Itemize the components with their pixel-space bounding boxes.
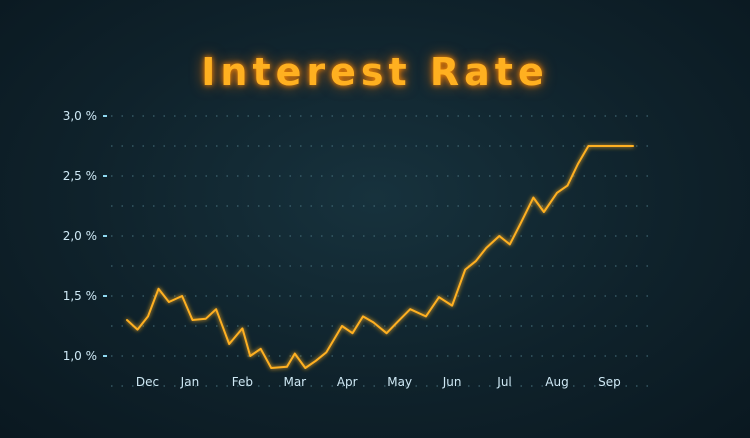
data-point [293, 352, 296, 355]
data-point [147, 315, 149, 318]
data-point [600, 145, 603, 147]
data-point [451, 304, 453, 307]
data-point [270, 367, 272, 369]
x-tick-label: Mar [283, 375, 306, 389]
y-tick-label: 1,5 % [63, 289, 97, 303]
chart-title: Interest Rate [201, 50, 549, 94]
x-tick-label: Apr [337, 375, 358, 389]
data-point [396, 321, 398, 324]
x-tick-label: Aug [545, 375, 568, 389]
data-point [577, 163, 579, 165]
y-tick-label: 2,5 % [63, 169, 97, 183]
data-point [341, 325, 343, 327]
y-tick-labels: 3,0 % 2,5 % 2,0 % 1,5 % 1,0 % [63, 109, 97, 363]
data-point [498, 235, 501, 237]
data-point [608, 145, 611, 147]
y-tick-label: 3,0 % [63, 109, 97, 123]
data-point [181, 295, 183, 297]
data-point [126, 319, 128, 321]
data-point [362, 315, 364, 318]
data-point [215, 308, 217, 311]
data-point [619, 145, 621, 147]
data-point [587, 145, 590, 147]
data-point [314, 360, 317, 362]
data-point [351, 332, 354, 335]
y-tick-label: 2,0 % [63, 229, 97, 243]
series-line [126, 145, 634, 369]
data-point [409, 308, 411, 311]
x-tick-label: Sep [598, 375, 621, 389]
data-point [191, 319, 194, 321]
data-point [438, 296, 440, 299]
data-point [204, 318, 207, 320]
y-tick-label: 1,0 % [63, 349, 97, 363]
x-tick-label: Jun [442, 375, 462, 389]
data-point [286, 366, 288, 368]
data-point [385, 332, 388, 335]
data-point [485, 247, 487, 249]
data-point [556, 192, 558, 194]
data-point [464, 268, 467, 271]
data-point [168, 301, 170, 303]
data-point [508, 243, 511, 246]
data-point [136, 328, 139, 331]
data-point [474, 260, 477, 263]
data-point [241, 327, 244, 330]
x-tick-label: Feb [232, 375, 253, 389]
data-point [425, 315, 427, 318]
data-point [532, 196, 535, 199]
axes [103, 100, 655, 369]
data-point [519, 223, 522, 225]
data-point [372, 321, 375, 324]
data-point [304, 367, 307, 369]
data-point [157, 288, 160, 290]
data-point [543, 211, 545, 213]
series-layer [126, 145, 634, 369]
grid-lines [111, 115, 655, 387]
x-tick-label: Dec [136, 375, 159, 389]
x-tick-label: May [387, 375, 412, 389]
data-point [632, 145, 634, 147]
data-point [249, 355, 252, 357]
x-tick-labels: Dec Jan Feb Mar Apr May Jun Jul Aug Sep [136, 375, 621, 389]
x-tick-label: Jul [496, 375, 511, 389]
data-point [325, 351, 328, 354]
data-point [566, 184, 569, 187]
x-tick-label: Jan [180, 375, 200, 389]
data-point [228, 343, 231, 345]
data-point [259, 348, 262, 350]
